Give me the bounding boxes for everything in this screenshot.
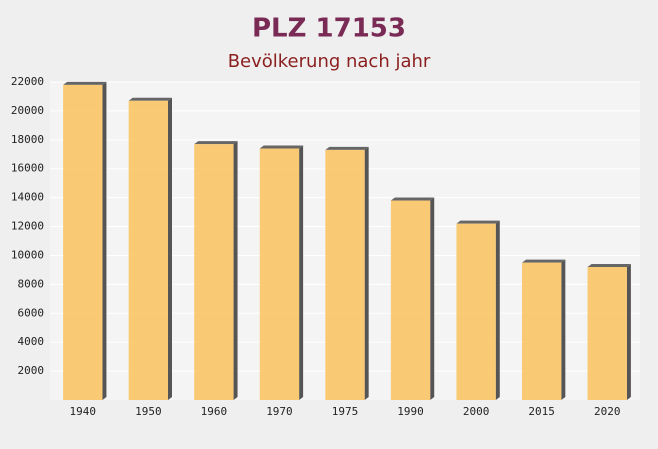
x-tick-label: 1950 <box>135 405 162 418</box>
bar <box>128 100 168 401</box>
bar-side <box>495 220 500 400</box>
x-tick-label: 2020 <box>594 405 621 418</box>
y-tick-label: 6000 <box>18 306 45 319</box>
bar-side <box>430 197 435 400</box>
y-tick-label: 2000 <box>18 364 45 377</box>
bar-top <box>194 141 238 145</box>
bar <box>63 84 103 401</box>
bar <box>456 223 496 400</box>
chart-subtitle: Bevölkerung nach jahr <box>228 51 431 72</box>
bar-side <box>299 145 304 400</box>
y-tick-label: 8000 <box>18 277 45 290</box>
x-tick-label: 1970 <box>266 405 293 418</box>
bar-top <box>128 97 172 101</box>
bar-top <box>63 81 107 85</box>
y-tick-label: 14000 <box>11 191 44 204</box>
bar <box>325 149 365 400</box>
y-tick-label: 20000 <box>11 104 44 117</box>
bar-top <box>390 197 435 201</box>
bar-side <box>626 264 631 400</box>
bar-side <box>168 97 172 401</box>
x-tick-label: 1990 <box>397 405 424 418</box>
x-tick-label: 1940 <box>70 405 97 418</box>
x-tick-label: 2000 <box>463 405 490 418</box>
bar-top <box>522 259 566 263</box>
bar-side <box>364 146 369 400</box>
x-tick-label: 2015 <box>528 405 555 418</box>
bar-side <box>233 141 238 400</box>
y-tick-label: 12000 <box>11 220 44 233</box>
y-tick-label: 18000 <box>11 133 44 146</box>
bar-top <box>259 145 304 149</box>
y-tick-label: 4000 <box>18 335 45 348</box>
bar-top <box>587 264 631 268</box>
x-tick-label: 1960 <box>201 405 228 418</box>
chart-title: PLZ 17153 <box>252 14 406 44</box>
y-tick-label: 22000 <box>11 75 44 88</box>
bar <box>259 148 300 400</box>
bar <box>522 262 562 400</box>
bar-top <box>325 146 369 150</box>
y-tick-label: 16000 <box>11 162 44 175</box>
bar <box>587 267 627 400</box>
bar <box>194 144 234 400</box>
bar-side <box>102 81 107 401</box>
y-tick-label: 10000 <box>11 248 44 261</box>
bar-side <box>561 259 566 400</box>
bar <box>390 200 431 400</box>
x-tick-label: 1975 <box>332 405 359 418</box>
bar-top <box>456 220 500 224</box>
